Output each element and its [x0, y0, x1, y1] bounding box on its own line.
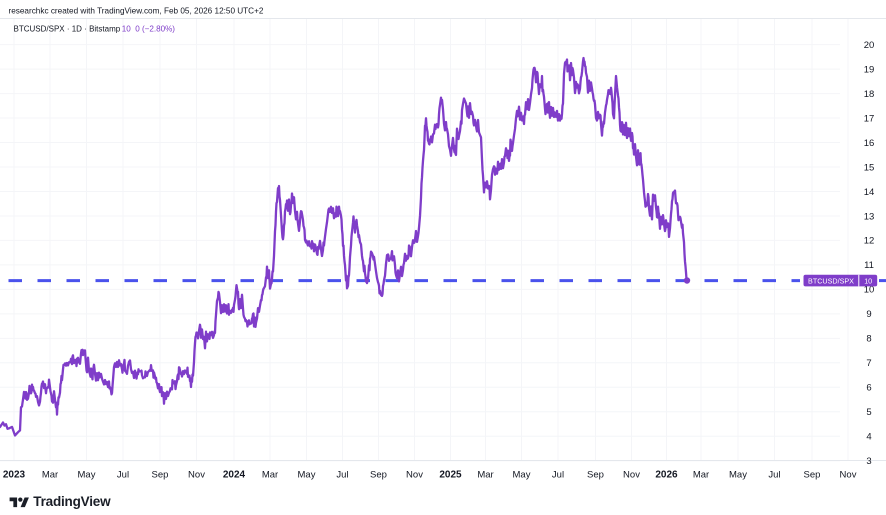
- svg-text:8: 8: [866, 334, 871, 345]
- svg-text:BTCUSD/SPX: BTCUSD/SPX: [808, 276, 854, 285]
- svg-text:Nov: Nov: [623, 469, 640, 480]
- svg-text:17: 17: [864, 113, 875, 124]
- svg-text:14: 14: [864, 187, 875, 198]
- svg-text:10: 10: [864, 285, 875, 296]
- svg-text:10 0 (−2.80%): 10 0 (−2.80%): [122, 25, 176, 34]
- svg-text:4: 4: [866, 432, 871, 443]
- svg-text:Sep: Sep: [370, 469, 387, 480]
- svg-text:2023: 2023: [3, 469, 26, 480]
- svg-text:Sep: Sep: [804, 469, 821, 480]
- svg-text:May: May: [729, 469, 747, 480]
- svg-text:19: 19: [864, 64, 875, 75]
- svg-text:May: May: [298, 469, 316, 480]
- svg-text:Jul: Jul: [117, 469, 129, 480]
- svg-text:Jul: Jul: [336, 469, 348, 480]
- svg-text:BTCUSD/SPX · 1D · Bitstamp: BTCUSD/SPX · 1D · Bitstamp: [14, 25, 121, 34]
- svg-text:Nov: Nov: [840, 469, 857, 480]
- svg-text:May: May: [78, 469, 96, 480]
- svg-text:Mar: Mar: [693, 469, 709, 480]
- svg-text:11: 11: [864, 260, 874, 271]
- svg-text:6: 6: [866, 383, 871, 394]
- svg-text:Mar: Mar: [262, 469, 278, 480]
- svg-text:2025: 2025: [439, 469, 462, 480]
- svg-text:researchkc created with Tradin: researchkc created with TradingView.com,…: [9, 7, 264, 16]
- svg-text:20: 20: [864, 40, 875, 51]
- svg-text:Sep: Sep: [152, 469, 169, 480]
- svg-text:Mar: Mar: [42, 469, 58, 480]
- svg-text:16: 16: [864, 138, 875, 149]
- svg-text:Mar: Mar: [477, 469, 493, 480]
- svg-text:9: 9: [866, 309, 871, 320]
- svg-text:Nov: Nov: [188, 469, 205, 480]
- svg-text:18: 18: [864, 89, 875, 100]
- svg-text:2024: 2024: [223, 469, 246, 480]
- svg-text:TradingView: TradingView: [33, 494, 111, 509]
- svg-text:Jul: Jul: [552, 469, 564, 480]
- svg-text:3: 3: [866, 456, 871, 467]
- svg-text:Nov: Nov: [406, 469, 423, 480]
- svg-text:10: 10: [864, 276, 872, 285]
- svg-text:15: 15: [864, 162, 875, 173]
- svg-text:May: May: [513, 469, 531, 480]
- svg-text:Jul: Jul: [768, 469, 780, 480]
- svg-text:5: 5: [866, 407, 871, 418]
- svg-text:12: 12: [864, 236, 875, 247]
- svg-text:Sep: Sep: [587, 469, 604, 480]
- svg-text:7: 7: [866, 358, 871, 369]
- svg-text:13: 13: [864, 211, 875, 222]
- svg-text:2026: 2026: [655, 469, 678, 480]
